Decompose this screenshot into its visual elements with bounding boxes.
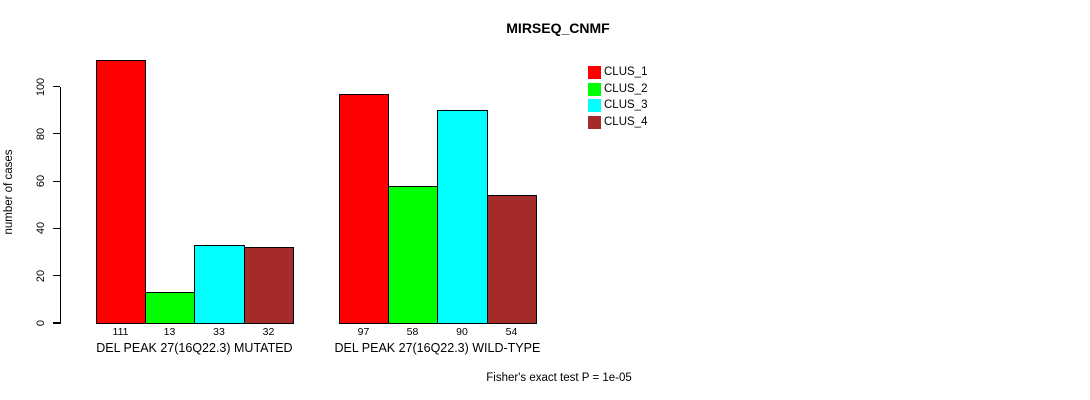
group-label: DEL PEAK 27(16Q22.3) MUTATED <box>96 341 293 355</box>
y-tick <box>53 275 60 277</box>
stat-annotation: Fisher's exact test P = 1e-05 <box>486 372 632 384</box>
legend-label-clus_1: CLUS_1 <box>604 66 648 78</box>
bar-value-label: 58 <box>406 326 419 338</box>
legend-label-clus_3: CLUS_3 <box>604 99 648 111</box>
y-tick-label: 100 <box>35 77 47 96</box>
y-tick <box>53 322 60 324</box>
bar-value-label: 111 <box>112 326 129 338</box>
bar-clus_2-group-2 <box>388 186 438 324</box>
chart-title: MIRSEQ_CNMF <box>506 20 610 36</box>
y-axis-line <box>60 86 62 324</box>
bar-value-label: 90 <box>456 326 468 338</box>
bar-value-label: 32 <box>262 326 275 338</box>
legend-swatch-clus_2 <box>588 82 601 96</box>
bar-clus_3-group-1 <box>194 245 245 324</box>
y-tick-label: 20 <box>35 269 47 282</box>
bar-clus_1-group-1 <box>96 60 146 324</box>
y-tick-label: 80 <box>35 127 47 140</box>
legend-label-clus_4: CLUS_4 <box>604 115 648 128</box>
y-tick-label: 0 <box>35 319 47 327</box>
bar-clus_3-group-2 <box>437 110 488 324</box>
legend-swatch-clus_4 <box>588 115 601 129</box>
bar-value-label: 13 <box>163 326 176 338</box>
bar-clus_2-group-1 <box>145 292 195 324</box>
group-label: DEL PEAK 27(16Q22.3) WILD-TYPE <box>334 341 541 355</box>
y-tick <box>53 227 60 229</box>
bar-value-label: 33 <box>213 326 225 338</box>
y-tick-label: 60 <box>35 174 47 188</box>
y-tick <box>53 180 60 182</box>
y-axis-label: number of cases <box>3 149 15 235</box>
bar-clus_4-group-1 <box>244 247 294 324</box>
y-tick <box>53 133 60 135</box>
legend-label-clus_2: CLUS_2 <box>604 82 648 95</box>
bar-value-label: 97 <box>357 326 370 338</box>
y-tick-label: 40 <box>35 222 47 235</box>
legend-swatch-clus_1 <box>588 66 601 79</box>
y-tick <box>53 85 60 88</box>
bar-clus_4-group-2 <box>487 195 537 324</box>
bar-value-label: 54 <box>505 326 518 338</box>
legend-swatch-clus_3 <box>588 99 601 112</box>
bar-clus_1-group-2 <box>339 94 389 324</box>
